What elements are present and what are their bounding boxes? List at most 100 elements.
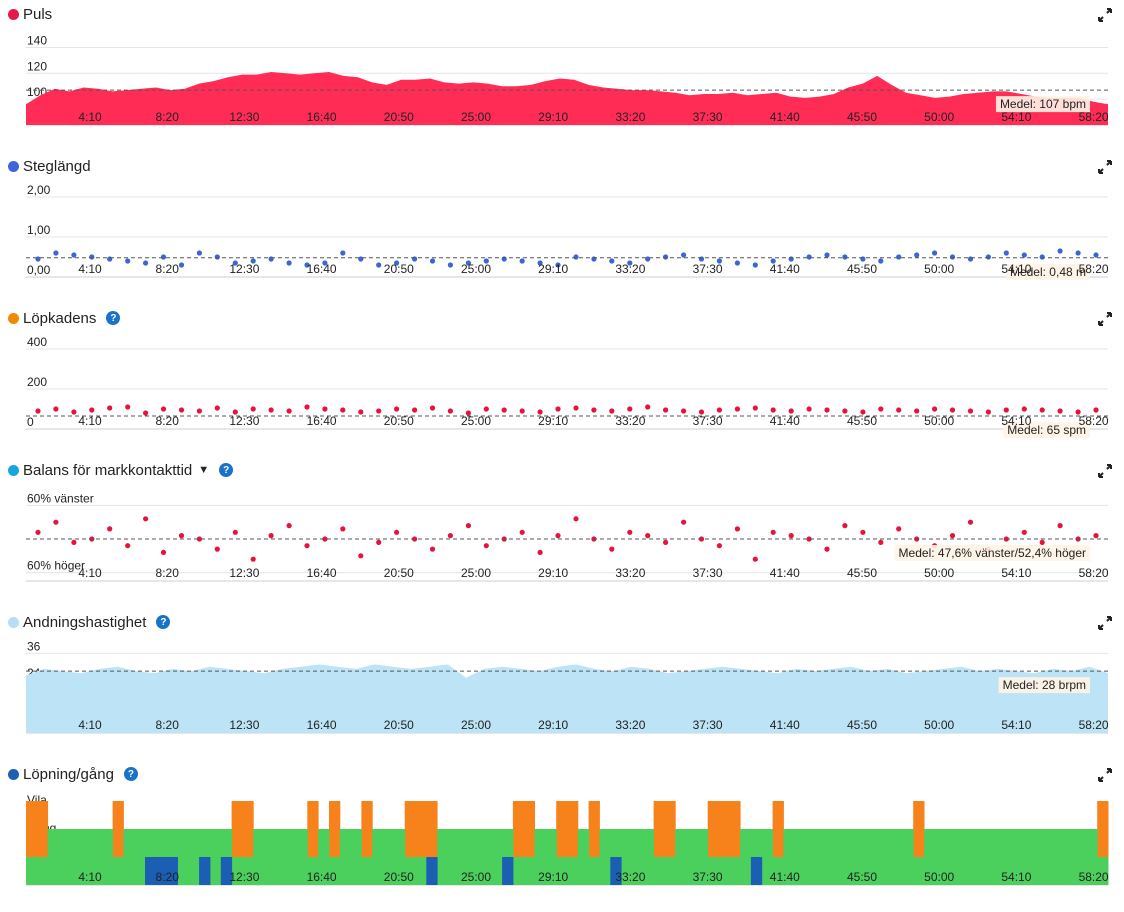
activity-bar xyxy=(1097,801,1109,885)
activity-bar xyxy=(480,829,492,885)
activity-bar xyxy=(47,829,59,885)
activity-bar xyxy=(296,829,308,885)
data-point xyxy=(645,256,651,262)
data-point xyxy=(519,408,525,414)
x-tick-label: 45:50 xyxy=(847,718,877,732)
x-tick-label: 4:10 xyxy=(78,110,102,124)
data-point xyxy=(842,408,848,414)
activity-bar xyxy=(36,857,49,885)
activity-bar xyxy=(1021,829,1033,885)
activity-bar xyxy=(1043,829,1055,885)
data-point xyxy=(196,250,202,256)
expand-icon[interactable] xyxy=(1098,160,1112,174)
data-point xyxy=(394,529,400,535)
data-point xyxy=(1057,523,1063,529)
data-point xyxy=(752,262,758,268)
activity-bar xyxy=(805,829,817,885)
data-point xyxy=(806,536,812,542)
data-point xyxy=(985,409,992,415)
expand-arrow xyxy=(1098,464,1112,478)
y-tick-label: 60% höger xyxy=(27,559,85,573)
activity-bar xyxy=(242,857,254,885)
data-point xyxy=(806,406,812,412)
x-tick-label: 20:50 xyxy=(384,110,414,124)
data-point xyxy=(824,546,830,552)
expand-icon[interactable] xyxy=(1098,312,1112,326)
data-point xyxy=(376,539,382,545)
data-point xyxy=(1021,529,1027,535)
activity-bar xyxy=(26,857,38,885)
expand-icon[interactable] xyxy=(1098,8,1112,22)
data-point xyxy=(1057,248,1063,254)
expand-icon[interactable] xyxy=(1098,616,1112,630)
data-point xyxy=(304,262,310,268)
data-point xyxy=(286,408,292,414)
data-point xyxy=(1003,250,1009,256)
activity-bar xyxy=(145,857,157,885)
data-point xyxy=(788,256,794,262)
data-point xyxy=(107,256,113,262)
expand-icon[interactable] xyxy=(1098,464,1112,478)
expand-icon[interactable] xyxy=(1098,768,1112,782)
activity-bar xyxy=(155,857,168,885)
x-tick-label: 29:10 xyxy=(538,566,568,580)
activity-bar xyxy=(924,829,936,885)
expand-arrow xyxy=(1098,768,1112,782)
help-icon[interactable]: ? xyxy=(123,767,138,781)
panel-title: Balans för markkontakttid xyxy=(23,461,193,479)
data-point xyxy=(537,549,543,555)
data-point xyxy=(555,262,561,268)
activity-bar xyxy=(329,801,341,885)
data-point xyxy=(340,526,346,532)
help-icon[interactable]: ? xyxy=(106,311,121,325)
help-icon[interactable]: ? xyxy=(219,463,234,477)
data-point xyxy=(967,519,974,525)
data-point xyxy=(53,406,59,412)
data-point xyxy=(860,529,866,535)
x-tick-label: 50:00 xyxy=(924,414,954,428)
data-point xyxy=(483,406,489,412)
data-point xyxy=(932,250,938,256)
activity-bar xyxy=(101,829,113,885)
mean-label: Medel: 28 brpm xyxy=(1003,678,1086,692)
data-point xyxy=(1075,409,1081,415)
x-tick-label: 29:10 xyxy=(538,110,568,124)
x-tick-label: 4:10 xyxy=(78,566,102,580)
activity-bar xyxy=(610,857,622,885)
x-tick-label: 58:20 xyxy=(1079,566,1109,580)
data-point xyxy=(734,260,741,266)
data-point xyxy=(967,256,974,262)
activity-bar xyxy=(826,829,838,885)
data-point xyxy=(429,258,436,264)
panel-lopkadens: Löpkadens ? 400 200 0 Medel: 65 spm 4:10 8:20… xyxy=(0,304,1124,456)
x-tick-label: 4:10 xyxy=(78,718,102,732)
activity-bar xyxy=(209,829,222,885)
area-series xyxy=(26,72,1108,125)
help-icon[interactable]: ? xyxy=(156,615,171,629)
lopning-gang-chart: VilaGångLöpning4:108:2012:3016:4020:5025… xyxy=(26,793,1109,886)
data-point xyxy=(1003,407,1009,413)
data-point xyxy=(107,526,113,532)
x-tick-label: 37:30 xyxy=(693,870,723,884)
data-point xyxy=(89,254,95,260)
data-point xyxy=(268,256,274,262)
caret-down-icon[interactable]: ▼ xyxy=(198,464,210,476)
activity-bar xyxy=(718,857,730,885)
activity-bar xyxy=(783,829,795,885)
panel-title: Löpkadens xyxy=(23,309,97,327)
data-point xyxy=(394,260,400,266)
data-point xyxy=(447,262,453,268)
data-point xyxy=(53,250,59,256)
data-point xyxy=(698,409,705,415)
data-point xyxy=(358,409,364,415)
x-tick-label: 45:50 xyxy=(847,110,877,124)
data-point xyxy=(143,260,149,266)
activity-bar xyxy=(134,829,146,885)
data-point xyxy=(232,529,238,535)
data-point xyxy=(412,256,418,262)
activity-bar xyxy=(664,801,676,885)
data-point xyxy=(196,536,202,542)
activity-bar xyxy=(404,857,416,885)
x-tick-label: 41:40 xyxy=(770,414,800,428)
x-tick-label: 16:40 xyxy=(307,566,337,580)
